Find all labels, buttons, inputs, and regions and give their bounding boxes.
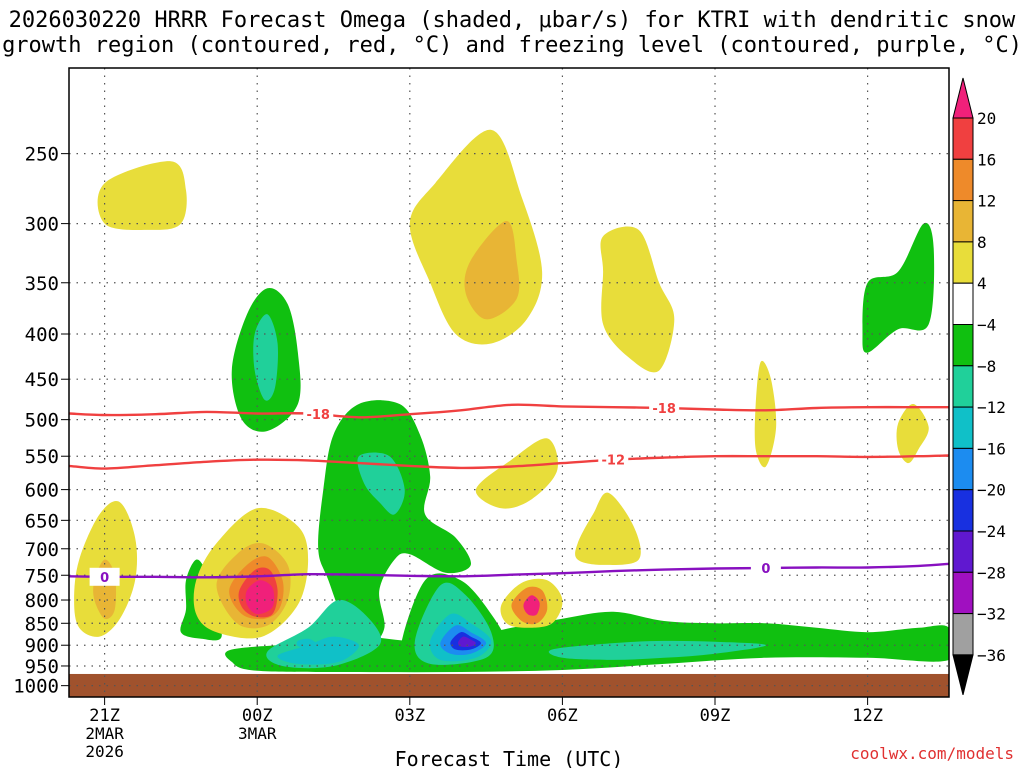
chart-title-line1: 2026030220 HRRR Forecast Omega (shaded, … [8, 8, 1016, 33]
shade-positive-small-right2 [896, 403, 929, 464]
ground-surface [69, 673, 949, 697]
colorbar-swatch-10 [952, 489, 974, 532]
colorbar-swatch-13 [952, 613, 974, 656]
contour-label-freezing-level-0: 0 [100, 571, 109, 586]
shade-positive-small-right1 [754, 360, 777, 468]
y-tick-label-250: 250 [25, 144, 59, 166]
colorbar-swatch-5 [952, 282, 974, 326]
colorbar-swatch-7 [952, 365, 974, 408]
shade-low-level-band-teal [548, 640, 766, 660]
colorbar-swatch-12 [952, 571, 974, 615]
colorbar-swatch-8 [952, 406, 974, 449]
colorbar-label-2: 12 [977, 192, 996, 211]
x-tick-year-21Z: 2026 [85, 742, 124, 761]
y-tick-label-650: 650 [25, 510, 59, 532]
contour-label-bg-freezing-level-0 [89, 567, 120, 586]
colorbar-label-11: −28 [977, 563, 1006, 582]
shade-positive-upper-left [97, 161, 187, 231]
colorbar-label-5: −4 [977, 316, 996, 335]
x-tick-date-00Z: 3MAR [238, 724, 277, 743]
colorbar-label-3: 8 [977, 233, 987, 252]
x-tick-date-21Z: 2MAR [85, 724, 124, 743]
credit-text: coolwx.com/models [850, 744, 1014, 763]
contour-label-bg-freezing-level-1 [750, 559, 781, 578]
y-tick-label-550: 550 [25, 446, 59, 468]
shade-negative-tower-teal [357, 452, 405, 515]
contour-label-bg-dgz-minus18-1 [649, 398, 680, 417]
colorbar-swatch-2 [952, 158, 974, 202]
contour-layer: -18 -18 -12 0 0 [69, 398, 949, 586]
colorbar-label-6: −8 [977, 357, 996, 376]
shade-positive-mid-right [575, 492, 641, 565]
colorbar-label-9: −20 [977, 481, 1006, 500]
x-axis-label: Forecast Time (UTC) [395, 747, 624, 768]
contour-dgz-minus12 [69, 454, 949, 470]
y-tick-label-950: 950 [25, 656, 59, 678]
contour-freezing-level [69, 562, 949, 579]
contour-label-dgz-minus12-0: -12 [602, 454, 626, 469]
contour-label-dgz-minus18-0: -18 [306, 408, 330, 423]
colorbar-bottom-arrow [952, 654, 974, 696]
colorbar-swatch-9 [952, 447, 974, 491]
x-tick-label-03Z: 03Z [394, 706, 425, 726]
y-tick-label-750: 750 [25, 565, 59, 587]
contour-label-freezing-level-1: 0 [761, 562, 770, 577]
x-tick-label-00Z: 00Z [242, 706, 273, 726]
colorbar-label-13: −36 [977, 646, 1006, 665]
colorbar-top-arrow [952, 77, 974, 119]
colorbar-swatch-4 [952, 241, 974, 284]
shade-positive-center-blob-magenta [245, 580, 275, 615]
y-axis: 2503003504004505005506006507007508008509… [13, 144, 69, 698]
contour-dgz-minus18 [69, 403, 949, 419]
plot-frame [68, 67, 950, 698]
shade-positive-upper-center-orange [464, 221, 520, 320]
x-tick-label-21Z: 21Z [89, 706, 120, 726]
y-tick-label-1000: 1000 [13, 676, 59, 698]
y-tick-label-850: 850 [25, 613, 59, 635]
colorbar-label-8: −16 [977, 439, 1006, 458]
y-tick-label-700: 700 [25, 539, 59, 561]
shade-negative-tower [318, 400, 472, 646]
colorbar-swatch-3 [952, 200, 974, 243]
y-tick-label-800: 800 [25, 590, 59, 612]
y-tick-label-350: 350 [25, 273, 59, 295]
y-tick-label-450: 450 [25, 369, 59, 391]
shade-upper-right-green [862, 222, 935, 353]
y-tick-label-500: 500 [25, 410, 59, 432]
y-tick-label-300: 300 [25, 214, 59, 236]
y-tick-label-900: 900 [25, 635, 59, 657]
contour-label-dgz-minus18-1: -18 [652, 402, 676, 417]
shade-low-level-cyan-left [277, 636, 359, 665]
colorbar-swatch-11 [952, 530, 974, 573]
contour-label-bg-dgz-minus12-0 [598, 450, 629, 469]
shade-positive-upper-right [600, 226, 675, 373]
colorbar-label-4: 4 [977, 274, 987, 293]
omega-shading-layer [74, 129, 949, 673]
colorbar-label-1: 16 [977, 150, 996, 169]
chart-title-line2: growth region (contoured, red, °C) and f… [2, 33, 1022, 58]
y-tick-label-600: 600 [25, 480, 59, 502]
x-tick-label-06Z: 06Z [547, 706, 578, 726]
colorbar-swatch-1 [952, 117, 974, 160]
colorbar-label-10: −24 [977, 522, 1006, 541]
contour-label-bg-dgz-minus18-0 [303, 405, 334, 424]
x-tick-label-12Z: 12Z [852, 706, 883, 726]
shade-small-cyan-spot [296, 638, 316, 648]
colorbar-label-7: −12 [977, 398, 1006, 417]
colorbar-swatch-6 [952, 324, 974, 367]
y-tick-label-400: 400 [25, 324, 59, 346]
shade-positive-mid-center [475, 438, 558, 509]
colorbar-label-12: −32 [977, 605, 1006, 624]
shade-core-purple [458, 636, 476, 647]
colorbar-label-0: 20 [977, 109, 996, 128]
x-tick-label-09Z: 09Z [700, 706, 731, 726]
colorbar: 20 16 12 8 4 −4 −8 −12 −16 −20 −24 −28 −32 −36 [952, 77, 1006, 696]
